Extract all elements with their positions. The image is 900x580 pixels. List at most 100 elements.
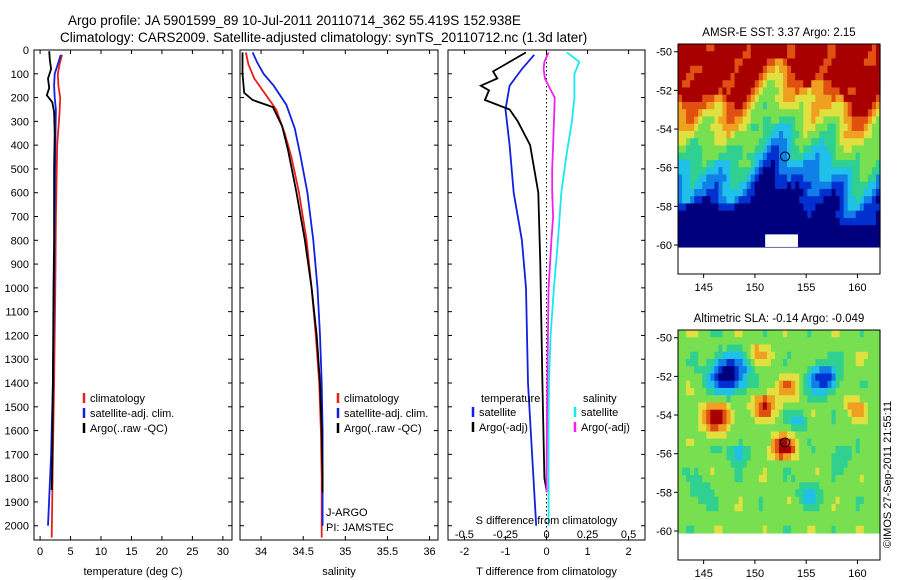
map-cell [746,445,752,454]
map-cell [807,181,812,190]
map-cell [682,174,687,183]
map-cell [839,511,845,520]
map-cell [823,239,829,248]
map-cell [807,402,812,411]
map-cell [807,203,812,212]
map-cell [730,409,736,418]
map-cell [746,416,752,425]
map-cell [698,409,703,418]
map-cell [698,344,703,353]
x-tick-label: 2 [626,546,632,558]
map-cell [730,87,736,96]
map-cell [754,525,760,534]
map-cell [803,232,808,241]
map-cell [690,344,695,353]
map-cell [823,174,829,183]
map-cell [863,416,869,425]
map-cell [867,402,873,411]
map-cell [851,217,857,226]
map-cell [807,225,812,234]
map-cell [682,181,687,190]
map-cell [791,445,796,454]
map-cell [855,65,861,74]
map-cell [875,409,881,418]
map-cell [835,445,841,454]
map-cell [875,330,881,338]
legend-label: Argo(..raw -QC) [344,423,422,435]
map-cell [847,489,853,498]
map-cell [678,116,683,125]
map-cell [851,482,857,491]
map-cell [726,80,732,89]
map-cell [750,387,756,396]
map-cell [787,445,792,454]
map-cell [843,188,849,197]
map-cell [734,145,740,154]
map-cell [726,138,732,147]
map-cell [702,431,707,440]
map-cell [843,387,849,396]
map-cell [738,138,744,147]
map-cell [791,196,796,205]
map-cell [766,174,772,183]
map-cell [722,51,728,60]
map-cell [791,94,796,103]
map-cell [779,109,784,118]
map-cell [851,503,857,512]
map-cell [871,511,877,520]
map-cell [762,109,768,118]
map-cell [694,518,699,527]
map-cell [839,366,845,375]
map-cell [795,460,800,469]
map-cell [766,453,772,462]
map-cell [875,395,881,404]
map-cell [819,424,825,433]
map-cell [682,167,687,176]
map-cell [710,518,715,527]
map-cell [807,94,812,103]
map-cell [714,380,719,389]
map-cell [770,188,776,197]
map-cell [722,203,728,212]
map-cell [847,416,853,425]
map-cell [827,358,833,367]
map-cell [835,123,841,132]
map-cell [803,453,808,462]
map-cell [710,210,715,219]
map-cell [787,65,792,74]
map-cell [750,525,756,534]
map-cell [819,44,825,52]
map-cell [831,337,837,346]
map-cell [871,373,877,382]
map-cell [867,474,873,483]
map-cell [851,145,857,154]
map-cell [738,402,744,411]
map-cell [754,217,760,226]
map-cell [730,101,736,110]
map-cell [770,330,776,338]
map-cell [827,416,833,425]
map-cell [831,416,837,425]
map-cell [779,65,784,74]
map-cell [758,232,764,241]
map-cell [726,167,732,176]
map-cell [839,460,845,469]
map-cell [875,58,881,67]
map-cell [686,438,691,447]
map-cell [807,196,812,205]
map-cell [847,145,853,154]
map-cell [863,474,869,483]
map-cell [706,109,711,118]
map-cell [750,116,756,125]
map-cell [774,366,780,375]
map-cell [791,145,796,154]
map-cell [823,380,829,389]
map-cell [807,387,812,396]
map-cell [742,380,748,389]
map-cell [831,424,837,433]
map-cell [871,167,877,176]
map-cell [682,518,687,527]
map-cell [774,474,780,483]
map-cell [843,123,849,132]
map-cell [686,409,691,418]
